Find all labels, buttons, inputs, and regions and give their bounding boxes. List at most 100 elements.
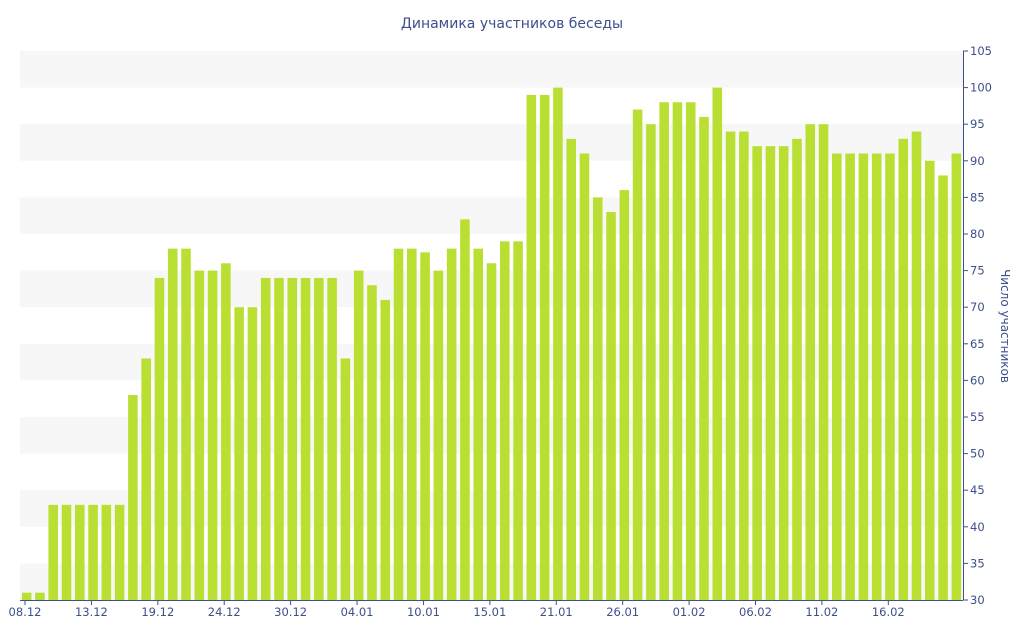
bar: [194, 270, 205, 600]
bar: [274, 277, 284, 600]
bar: [685, 102, 696, 601]
bar: [845, 153, 855, 601]
bar: [327, 277, 337, 600]
x-tick-label: 08.12: [9, 605, 42, 619]
y-tick-label: 65: [970, 337, 985, 351]
bar: [646, 124, 656, 600]
bar: [951, 153, 962, 601]
bar: [446, 248, 457, 600]
y-tick-label: 95: [970, 117, 985, 131]
bar: [247, 307, 258, 600]
y-tick-label: 75: [970, 264, 985, 278]
bar: [778, 146, 789, 600]
bar: [898, 138, 909, 600]
bar: [832, 153, 842, 601]
bar: [579, 153, 590, 601]
bar: [539, 94, 550, 601]
x-tick-label: 30.12: [274, 605, 307, 619]
bar: [526, 94, 537, 601]
bar: [725, 131, 736, 600]
bar: [353, 270, 364, 600]
bar: [88, 504, 98, 600]
grid-band: [20, 51, 963, 88]
bar: [181, 248, 191, 600]
bar: [21, 592, 32, 600]
x-ticks: 08.12 13.12 19.12 24.12 30.12 04.01 10.01 15.01…: [9, 600, 905, 619]
bar: [606, 212, 616, 601]
bar: [632, 109, 643, 600]
y-tick-label: 40: [970, 520, 985, 534]
bar: [858, 153, 869, 601]
bar: [792, 138, 802, 600]
x-tick-label: 19.12: [141, 605, 174, 619]
x-tick-label: 16.02: [872, 605, 905, 619]
y-tick-label: 35: [970, 556, 985, 570]
bar: [566, 138, 576, 600]
x-tick-label: 13.12: [75, 605, 108, 619]
bar: [752, 146, 762, 600]
bar: [885, 153, 895, 601]
y-tick-label: 45: [970, 483, 985, 497]
bar: [340, 358, 351, 600]
bar: [659, 102, 669, 601]
bar: [167, 248, 178, 600]
y-axis-label: Число участников: [998, 269, 1012, 383]
bar: [592, 197, 603, 600]
bar: [314, 277, 324, 600]
x-tick-label: 24.12: [208, 605, 241, 619]
bar: [367, 285, 377, 600]
y-tick-label: 70: [970, 300, 985, 314]
x-tick-label: 04.01: [341, 605, 374, 619]
x-tick-label: 01.02: [673, 605, 706, 619]
y-tick-label: 80: [970, 227, 985, 241]
bar: [380, 299, 391, 600]
y-ticks: 30 35 40 45 50 55 60 65 70 75 80 85 90 95 100 105: [963, 44, 992, 607]
y-tick-label: 50: [970, 447, 985, 461]
chart-title: Динамика участников беседы: [401, 16, 623, 32]
bar: [500, 241, 510, 600]
bar: [765, 146, 776, 600]
bar: [938, 175, 948, 600]
bar: [128, 395, 138, 600]
bar: [300, 277, 311, 600]
bar: [74, 504, 85, 600]
y-tick-label: 55: [970, 410, 985, 424]
bar: [35, 592, 45, 600]
bar: [114, 504, 125, 600]
bar: [154, 277, 165, 600]
bar: [473, 248, 483, 600]
bar: [553, 87, 563, 601]
x-tick-label: 26.01: [606, 605, 639, 619]
y-tick-label: 105: [970, 44, 992, 58]
bar: [513, 241, 523, 600]
bar: [486, 263, 497, 600]
bar: [141, 358, 151, 600]
bar: [460, 219, 470, 601]
bar: [818, 124, 829, 600]
bar: [101, 504, 112, 600]
bar: [433, 270, 444, 600]
bar: [260, 277, 271, 600]
y-tick-label: 60: [970, 373, 985, 387]
x-tick-label: 21.01: [540, 605, 573, 619]
y-tick-label: 100: [970, 81, 992, 95]
bar: [699, 116, 709, 600]
x-tick-label: 10.01: [407, 605, 440, 619]
bar: [287, 277, 298, 600]
y-tick-label: 85: [970, 190, 985, 204]
bar: [712, 87, 723, 601]
bar: [871, 153, 882, 601]
y-tick-label: 30: [970, 593, 985, 607]
bar: [619, 190, 630, 600]
bar: [207, 270, 218, 600]
x-tick-label: 11.02: [805, 605, 838, 619]
bar: [925, 160, 935, 601]
bar: [234, 307, 244, 600]
x-tick-label: 15.01: [473, 605, 506, 619]
bar: [61, 504, 72, 600]
bar: [407, 248, 417, 600]
bar: [221, 263, 231, 600]
bar: [739, 131, 749, 600]
bars: [21, 87, 962, 601]
